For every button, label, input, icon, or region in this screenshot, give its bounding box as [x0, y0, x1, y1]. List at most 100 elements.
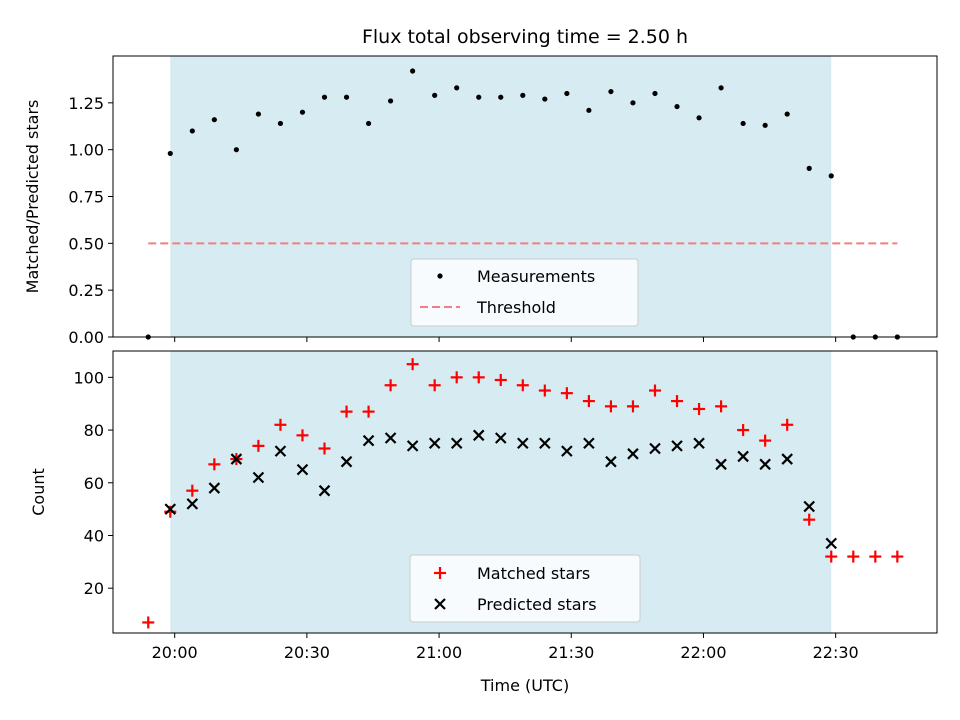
y-axis-label: Count [29, 468, 48, 516]
measurement-point [542, 96, 548, 102]
measurement-point [321, 94, 328, 100]
x-tick-label: 22:00 [680, 643, 726, 662]
measurement-point [630, 100, 636, 106]
matched-star-point [516, 379, 529, 392]
measurement-point [740, 120, 746, 127]
measurement-point [189, 128, 195, 134]
predicted-star-point [539, 437, 551, 450]
measurement-point [299, 109, 306, 115]
y-tick-label: 60 [84, 474, 104, 493]
predicted-star-point [605, 455, 617, 468]
predicted-star-point [517, 437, 529, 450]
legend-threshold-label: Threshold [476, 298, 556, 317]
matched-star-point [869, 550, 882, 563]
bottom-chart: 20 40 60 80 100 20:00 20:30 21:00 21:30 22:00 22:… [29, 350, 938, 695]
measurement-point [498, 94, 504, 100]
y-tick-label: 0.75 [68, 188, 104, 207]
y-tick-label: 0.25 [68, 281, 104, 300]
measurement-point [388, 98, 394, 104]
matched-star-point [803, 513, 816, 526]
matched-star-point [759, 434, 772, 447]
legend-matched-label: Matched stars [477, 564, 590, 583]
y-tick-label: 100 [73, 368, 104, 387]
matched-star-point [384, 379, 397, 392]
predicted-star-point [561, 445, 573, 457]
legend-box [410, 258, 639, 327]
predicted-stars-series [164, 429, 838, 550]
measurements-series [145, 68, 900, 340]
y-tick-label: 0.00 [68, 328, 104, 347]
matched-star-point [825, 550, 838, 563]
legend-predicted-marker [434, 598, 446, 610]
y-axis-ticks: 20 40 60 80 100 [73, 368, 113, 598]
predicted-star-point [230, 453, 243, 465]
measurement-point [520, 92, 526, 98]
predicted-star-point [825, 537, 838, 550]
measurement-point [718, 85, 724, 91]
matched-star-point [252, 439, 265, 452]
matched-star-point [274, 418, 287, 431]
predicted-star-point [296, 463, 309, 476]
matched-star-point [626, 400, 639, 413]
matched-star-point [737, 424, 750, 437]
matched-star-point [671, 395, 684, 408]
matched-star-point [538, 384, 551, 397]
x-tick-label: 20:00 [152, 643, 198, 662]
measurement-point [806, 165, 812, 171]
predicted-star-point [406, 440, 419, 452]
legend: Measurements Threshold [410, 258, 639, 327]
predicted-star-point [693, 437, 705, 450]
legend-box [409, 554, 641, 623]
predicted-star-point [384, 432, 397, 444]
matched-star-point [891, 550, 904, 563]
measurement-point [586, 107, 592, 113]
predicted-star-point [671, 440, 683, 452]
predicted-star-point [186, 498, 199, 510]
predicted-star-point [362, 434, 375, 447]
predicted-star-point [318, 484, 331, 497]
measurement-point [762, 122, 768, 128]
predicted-star-point [583, 437, 595, 450]
measurement-point [167, 150, 173, 157]
predicted-star-point [649, 442, 661, 455]
matched-star-point [715, 400, 728, 413]
matched-star-point [362, 405, 375, 418]
matched-star-point [186, 484, 199, 497]
matched-star-point [604, 400, 617, 413]
matched-star-point [494, 373, 507, 386]
plot-frame [112, 350, 938, 634]
predicted-star-point [715, 458, 727, 471]
matched-star-point [142, 616, 155, 629]
measurement-point [277, 120, 284, 127]
predicted-star-point [803, 500, 815, 513]
measurement-point [211, 117, 217, 123]
y-axis-label: Matched/Predicted stars [23, 100, 42, 294]
measurement-point [674, 103, 680, 110]
x-tick-label: 20:30 [284, 643, 330, 662]
y-tick-label: 40 [84, 526, 104, 545]
y-tick-label: 80 [84, 421, 104, 440]
x-axis-ticks: 20:00 20:30 21:00 21:30 22:00 22:30 [152, 633, 859, 662]
measurement-point [432, 92, 438, 98]
legend-matched-marker [434, 567, 446, 579]
x-axis-label: Time (UTC) [480, 676, 569, 695]
matched-star-point [340, 405, 353, 418]
plot-frame [112, 55, 938, 338]
matched-star-point [428, 379, 441, 392]
predicted-star-point [274, 445, 287, 457]
measurement-point [233, 147, 239, 153]
matched-stars-series [142, 358, 904, 629]
measurement-point [343, 94, 350, 100]
predicted-star-point [472, 429, 485, 442]
predicted-star-point [737, 450, 749, 463]
y-tick-label: 1.00 [68, 141, 104, 160]
predicted-star-point [208, 482, 221, 494]
predicted-star-point [164, 503, 177, 515]
x-axis-ticks [174, 337, 837, 342]
predicted-star-point [450, 437, 463, 450]
matched-star-point [472, 371, 485, 384]
measurement-point [608, 88, 614, 95]
top-chart: Flux total observing time = 2.50 h 0.000… [23, 26, 938, 347]
measurement-point [564, 90, 570, 97]
